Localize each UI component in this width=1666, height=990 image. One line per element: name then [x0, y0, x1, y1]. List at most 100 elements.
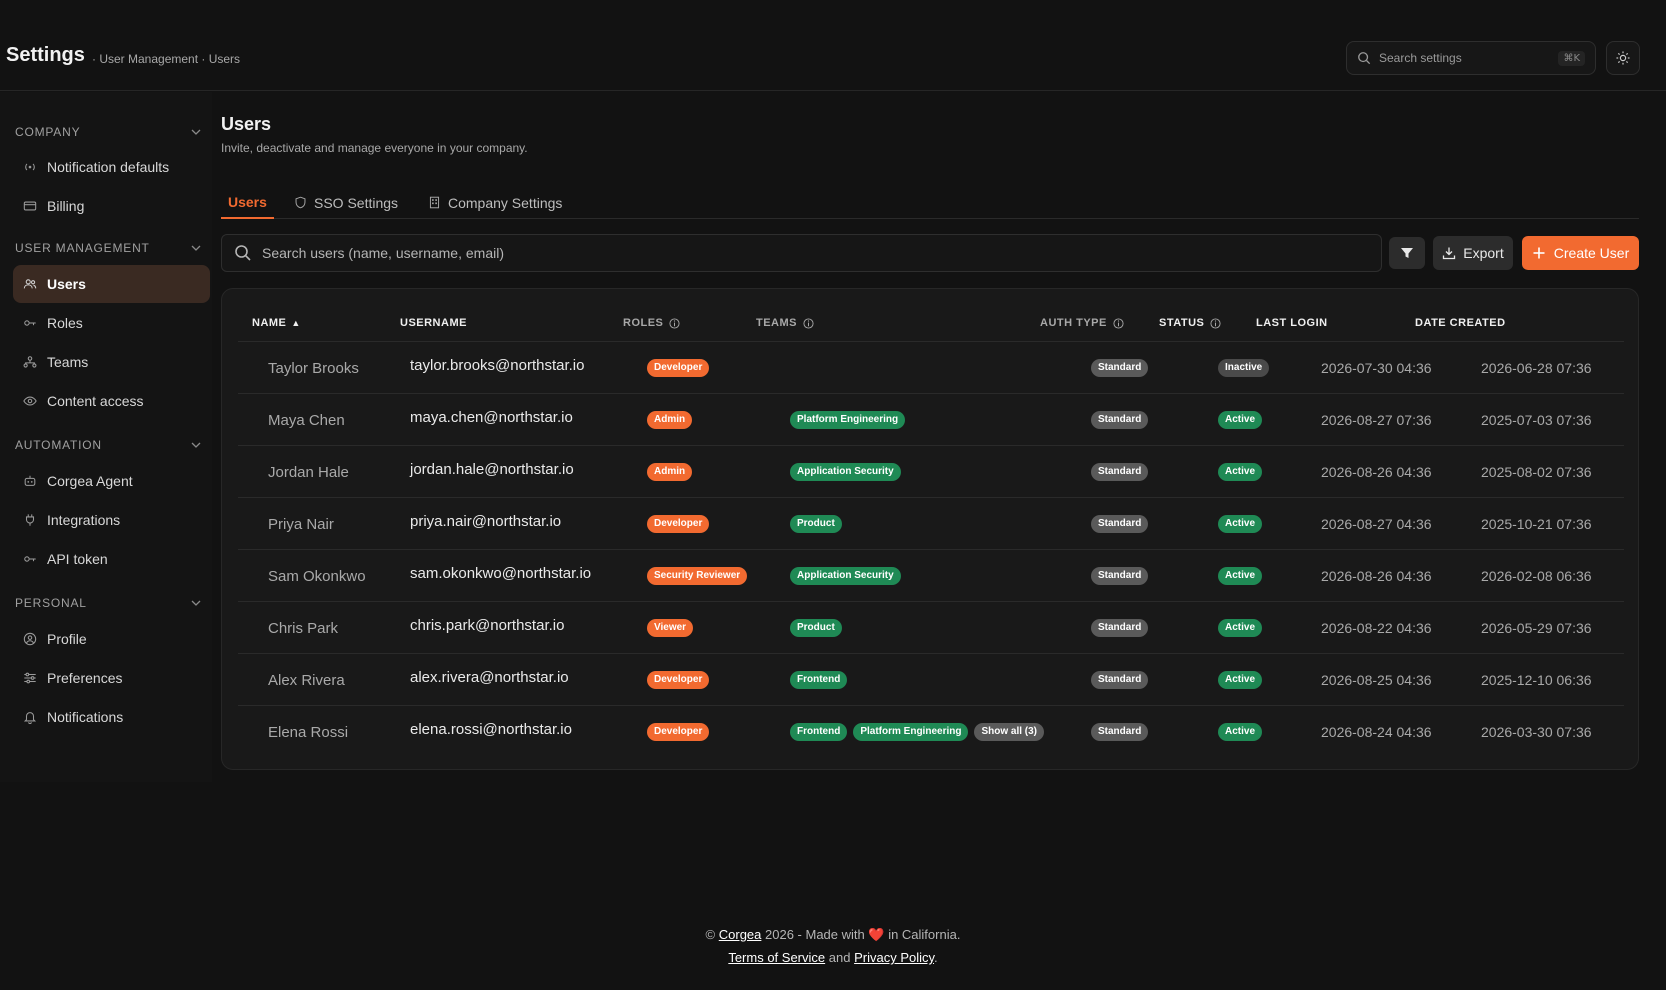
privacy-policy-link[interactable]: Privacy Policy [854, 950, 935, 965]
date-created: 2025-10-21 07:36 [1481, 516, 1592, 532]
table-row[interactable]: Jordan Hale jordan.hale@northstar.io Adm… [238, 446, 1624, 498]
column-header-auth-type[interactable]: AUTH TYPE [1040, 317, 1124, 329]
user-search-field[interactable] [221, 234, 1382, 272]
footer-text: 2026 - Made with [765, 927, 865, 942]
auth-type-badge: Standard [1091, 411, 1149, 429]
breadcrumb: · User Management · Users [92, 52, 241, 66]
sidebar-item-label: Roles [47, 315, 83, 331]
tab-label: SSO Settings [314, 194, 399, 211]
user-name[interactable]: Priya Nair [268, 515, 334, 533]
users-table: NAME ▲ USERNAME ROLES TEAMS AUTH TYPE ST… [221, 288, 1639, 770]
sidebar-section-personal[interactable]: PERSONAL [15, 593, 201, 613]
filter-button[interactable] [1389, 237, 1425, 269]
date-created: 2026-02-08 06:36 [1481, 568, 1592, 584]
team-badge: Platform Engineering [853, 723, 969, 741]
sidebar-item-teams[interactable]: Teams [13, 343, 210, 381]
sidebar-item-content-access[interactable]: Content access [13, 382, 210, 420]
shield-icon [295, 196, 306, 209]
user-name[interactable]: Elena Rossi [268, 723, 349, 741]
column-header-last-login[interactable]: LAST LOGIN [1256, 317, 1328, 329]
status-badge: Active [1218, 619, 1263, 637]
user-username: jordan.hale@northstar.io [410, 460, 574, 478]
building-icon [429, 196, 440, 209]
table-row[interactable]: Priya Nair priya.nair@northstar.io Devel… [238, 498, 1624, 550]
table-row[interactable]: Taylor Brooks taylor.brooks@northstar.io… [238, 342, 1624, 394]
tab-users[interactable]: Users [221, 186, 274, 219]
sidebar-item-billing[interactable]: Billing [13, 187, 210, 225]
table-row[interactable]: Maya Chen maya.chen@northstar.io Admin P… [238, 394, 1624, 446]
chevron-down-icon [191, 129, 201, 135]
info-icon[interactable] [1210, 317, 1221, 329]
user-name[interactable]: Sam Okonkwo [268, 567, 366, 585]
column-header-status[interactable]: STATUS [1159, 317, 1221, 329]
page-title: Users [221, 114, 272, 134]
tab-sso-settings[interactable]: SSO Settings [287, 186, 405, 219]
user-search-input[interactable] [262, 245, 1362, 261]
info-icon[interactable] [669, 317, 680, 329]
column-header-username[interactable]: USERNAME [400, 317, 467, 329]
user-name[interactable]: Alex Rivera [268, 671, 345, 689]
settings-search-input[interactable]: Search settings ⌘K [1346, 41, 1596, 75]
status-badge: Active [1218, 671, 1263, 689]
sort-ascending-icon: ▲ [291, 318, 301, 328]
terms-of-service-link[interactable]: Terms of Service [728, 950, 826, 965]
theme-toggle-button[interactable] [1606, 41, 1640, 75]
sidebar-item-preferences[interactable]: Preferences [13, 659, 210, 697]
sidebar-item-roles[interactable]: Roles [13, 304, 210, 342]
info-icon[interactable] [1113, 317, 1124, 329]
team-badge: Frontend [790, 671, 848, 689]
date-created: 2026-03-30 07:36 [1481, 724, 1592, 740]
sidebar-section-company[interactable]: COMPANY [15, 122, 201, 142]
role-badge: Developer [647, 359, 710, 377]
status-badge: Active [1218, 463, 1263, 481]
tab-company-settings[interactable]: Company Settings [421, 186, 569, 219]
chevron-down-icon [191, 600, 201, 606]
export-button[interactable]: Export [1433, 236, 1513, 270]
eye-icon [23, 396, 37, 406]
user-circle-icon [23, 632, 37, 646]
user-name[interactable]: Taylor Brooks [268, 359, 359, 377]
sidebar-section-automation[interactable]: AUTOMATION [15, 435, 201, 455]
team-badge: Product [790, 515, 842, 533]
column-header-date-created[interactable]: DATE CREATED [1415, 317, 1506, 329]
status-badge: Inactive [1218, 359, 1270, 377]
user-username: taylor.brooks@northstar.io [410, 356, 585, 374]
table-row[interactable]: Alex Rivera alex.rivera@northstar.io Dev… [238, 654, 1624, 706]
user-name[interactable]: Jordan Hale [268, 463, 349, 481]
page-header-title: Settings [6, 44, 85, 66]
sidebar-item-notification-defaults[interactable]: Notification defaults [13, 148, 210, 186]
column-header-roles[interactable]: ROLES [623, 317, 680, 329]
key-icon [24, 556, 36, 562]
sidebar-item-users[interactable]: Users [13, 265, 210, 303]
table-row[interactable]: Sam Okonkwo sam.okonkwo@northstar.io Sec… [238, 550, 1624, 602]
sidebar-item-corgea-agent[interactable]: Corgea Agent [13, 462, 210, 500]
user-username: alex.rivera@northstar.io [410, 668, 569, 686]
tab-label: Users [228, 193, 267, 210]
table-row[interactable]: Elena Rossi elena.rossi@northstar.io Dev… [238, 706, 1624, 758]
robot-icon [24, 475, 36, 486]
info-icon[interactable] [803, 317, 814, 329]
user-username: maya.chen@northstar.io [410, 408, 573, 426]
team-badge: Frontend [790, 723, 848, 741]
user-name[interactable]: Maya Chen [268, 411, 345, 429]
search-icon [1358, 52, 1371, 65]
corgea-link[interactable]: Corgea [718, 927, 762, 942]
date-created: 2025-12-10 06:36 [1481, 672, 1592, 688]
column-header-teams[interactable]: TEAMS [756, 317, 814, 329]
column-header-label: AUTH TYPE [1040, 317, 1107, 329]
show-all-teams-button[interactable]: Show all (3) [974, 723, 1045, 741]
last-login: 2026-07-30 04:36 [1321, 360, 1432, 376]
sidebar-item-notifications[interactable]: Notifications [13, 698, 210, 736]
tab-bar: Users SSO Settings Company Settings [221, 186, 1639, 219]
column-header-name[interactable]: NAME ▲ [252, 317, 301, 329]
sidebar-section-label: COMPANY [15, 125, 81, 139]
user-name[interactable]: Chris Park [268, 619, 339, 637]
sidebar-item-label: Notifications [47, 709, 124, 725]
sidebar-item-profile[interactable]: Profile [13, 620, 210, 658]
sidebar-item-api-token[interactable]: API token [13, 540, 210, 578]
table-row[interactable]: Chris Park chris.park@northstar.io Viewe… [238, 602, 1624, 654]
create-user-button[interactable]: Create User [1522, 236, 1639, 270]
sidebar-section-user-management[interactable]: USER MANAGEMENT [15, 238, 201, 258]
sidebar-item-integrations[interactable]: Integrations [13, 501, 210, 539]
last-login: 2026-08-27 04:36 [1321, 516, 1432, 532]
